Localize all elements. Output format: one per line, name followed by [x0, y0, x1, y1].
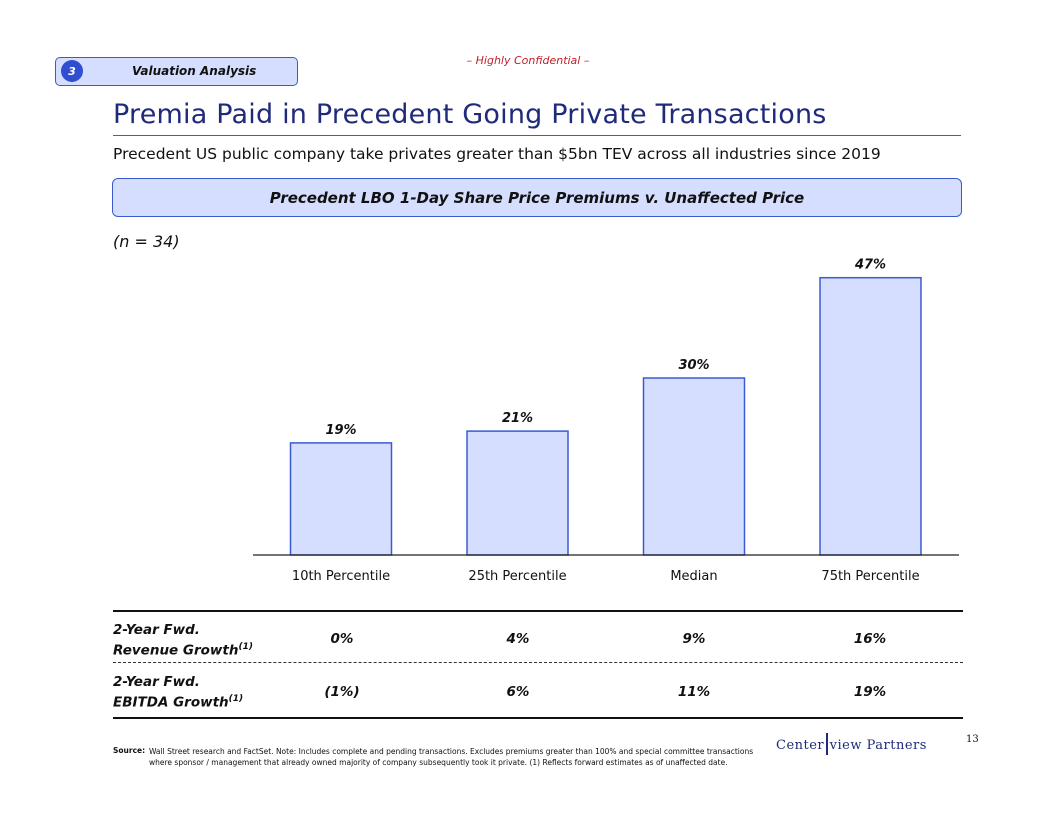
row-label-ebitda-growth: 2-Year Fwd. EBITDA Growth(1) [113, 674, 243, 712]
bars-layer: 19% 10th Percentile 21% 25th Percentile 30% M… [289, 258, 922, 584]
table-cell: 19% [853, 684, 887, 700]
table-cell: 6% [506, 684, 530, 700]
category-label: 10th Percentile [292, 569, 390, 584]
bar-75th-percentile [819, 276, 922, 556]
table-cell: 4% [506, 631, 530, 647]
bar-median [642, 377, 746, 556]
source-note: Wall Street research and FactSet. Note: … [149, 746, 769, 768]
title-divider [113, 135, 961, 136]
table-cell: 11% [677, 684, 711, 700]
bar-chart: 19% 10th Percentile 21% 25th Percentile 30% M… [253, 258, 959, 584]
table-dashed-divider [113, 662, 963, 663]
source-label: Source: [113, 746, 146, 755]
page-title: Premia Paid in Precedent Going Private T… [113, 99, 827, 130]
category-label: 25th Percentile [468, 569, 566, 584]
logo-text-right: view Partners [829, 738, 927, 753]
logo-separator [826, 733, 828, 755]
category-label: 75th Percentile [821, 569, 919, 584]
sample-size-label: (n = 34) [113, 232, 180, 251]
bar-25th-percentile [466, 430, 569, 556]
source-line-1: Wall Street research and FactSet. Note: … [149, 747, 754, 756]
table-cell: (1%) [324, 684, 360, 700]
chart-title-banner: Precedent LBO 1-Day Share Price Premiums… [112, 178, 962, 217]
page-number: 13 [966, 734, 979, 745]
row-label-line2: EBITDA Growth [113, 694, 229, 711]
confidential-notice: – Highly Confidential – [466, 54, 590, 67]
bar-10th-percentile [289, 442, 393, 556]
row-label-line1: 2-Year Fwd. [113, 674, 200, 690]
footnote-marker: (1) [228, 694, 244, 704]
row-label-revenue-growth: 2-Year Fwd. Revenue Growth(1) [113, 622, 253, 660]
table-bottom-rule [113, 717, 963, 719]
logo-text-left: Center [776, 738, 825, 753]
table-top-rule [113, 610, 963, 612]
source-line-2: where sponsor / management that already … [149, 758, 728, 767]
table-cell: 9% [682, 631, 706, 647]
data-label: 30% [678, 358, 709, 373]
table-cell: 0% [330, 631, 354, 647]
company-logo: Center view Partners [776, 733, 927, 755]
table-cell: 16% [853, 631, 887, 647]
row-label-line1: 2-Year Fwd. [113, 622, 200, 638]
data-label: 19% [325, 423, 356, 438]
data-label: 47% [854, 258, 886, 273]
data-label: 21% [502, 411, 533, 426]
section-number-badge: 3 [61, 60, 83, 82]
category-label: Median [670, 569, 717, 584]
row-label-line2: Revenue Growth [113, 642, 239, 659]
page-subtitle: Precedent US public company take private… [113, 145, 881, 163]
footnote-marker: (1) [238, 642, 253, 652]
section-label: Valuation Analysis [132, 64, 257, 78]
section-tab [55, 57, 298, 86]
